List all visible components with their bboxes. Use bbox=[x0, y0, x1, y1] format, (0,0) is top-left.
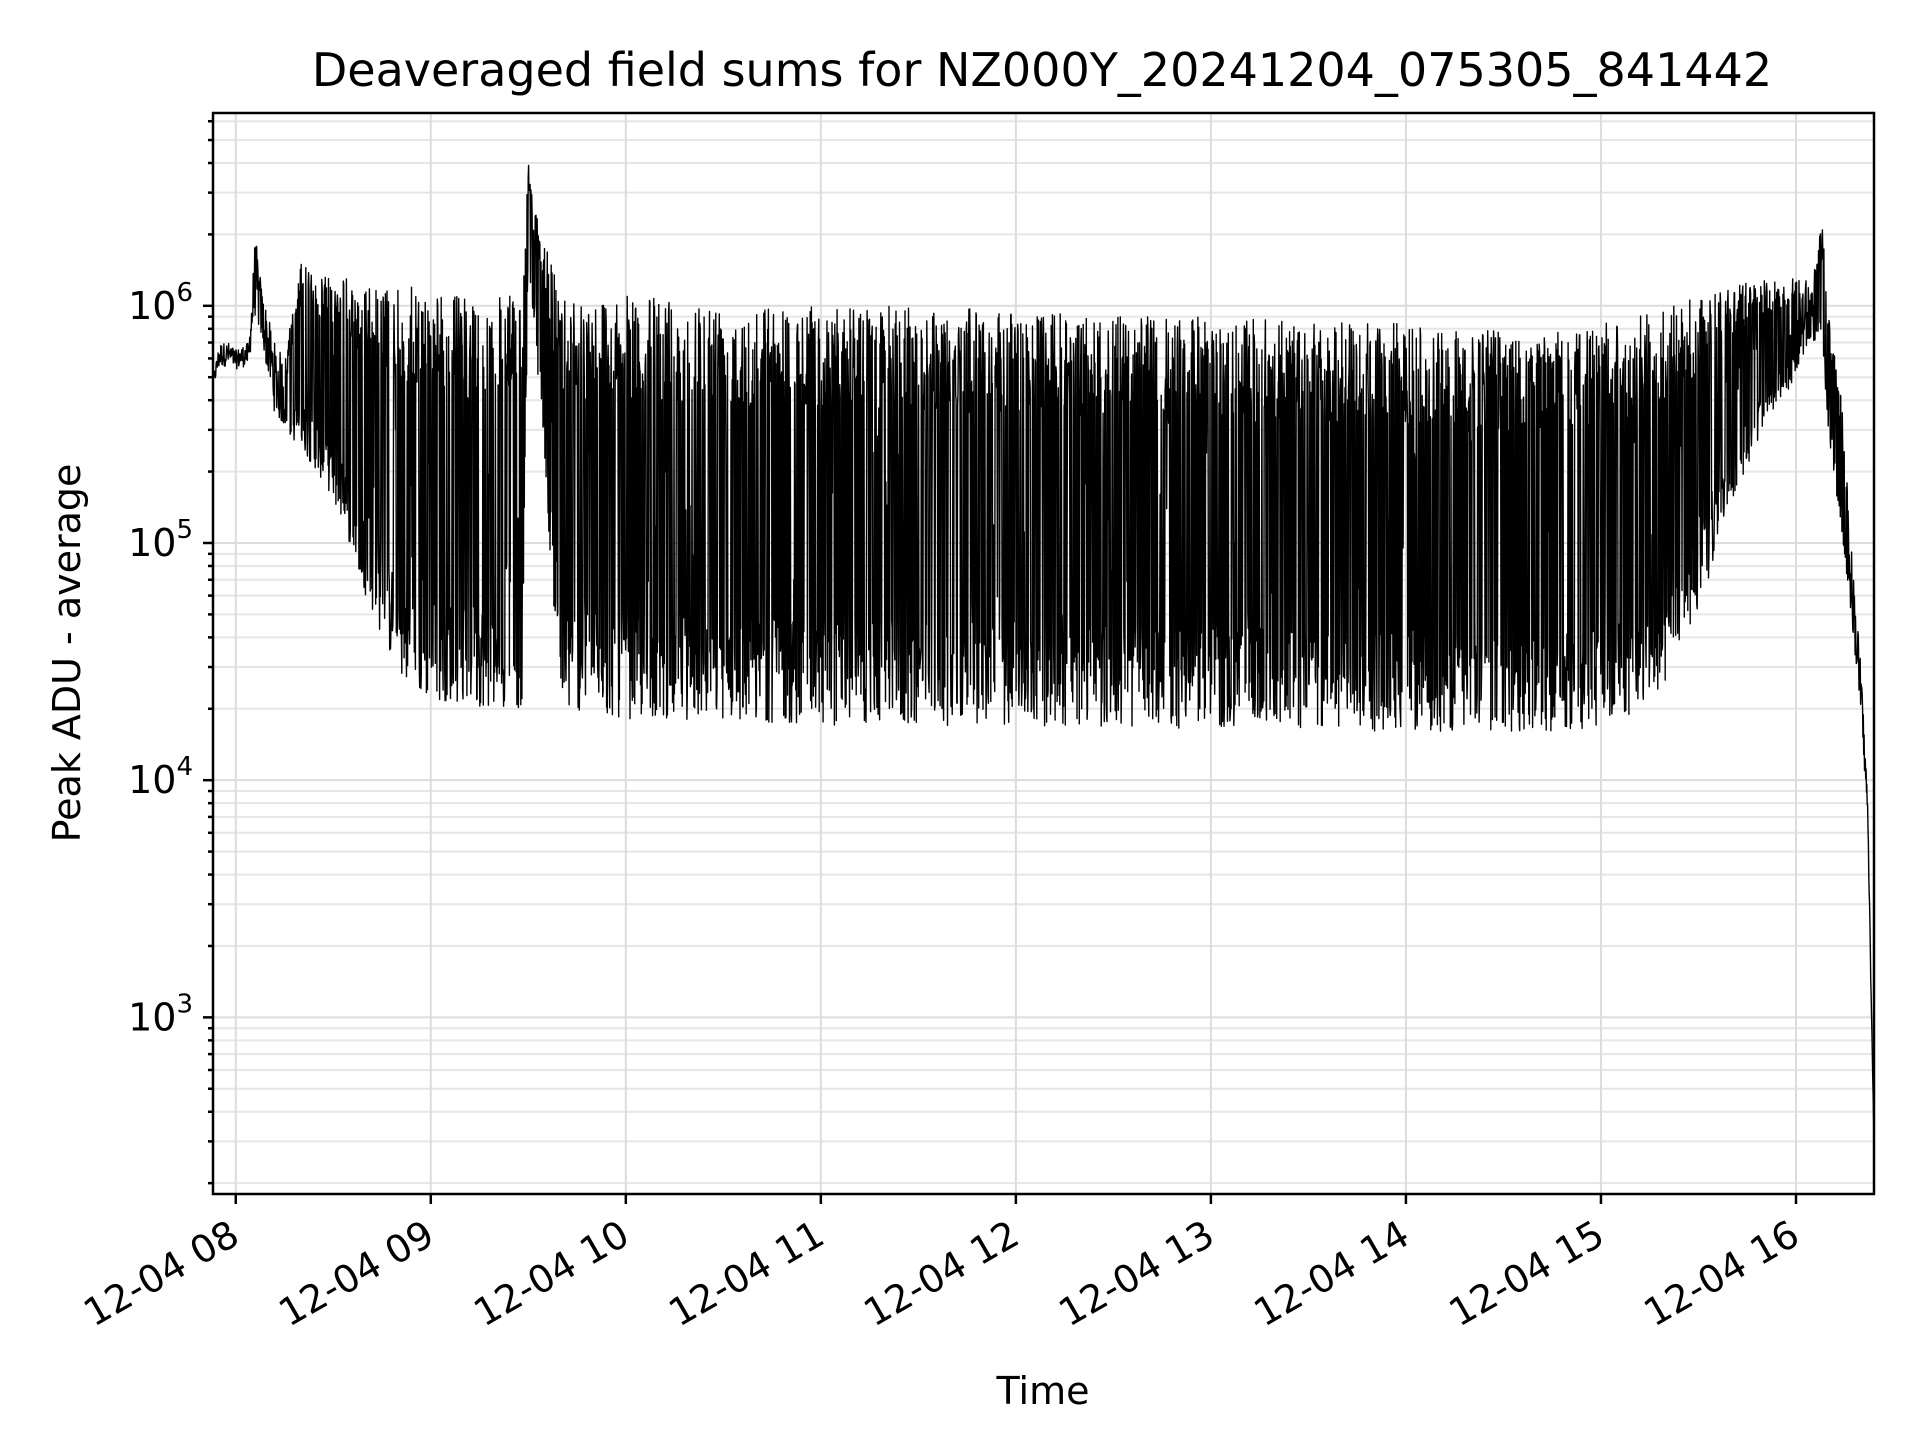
y-axis-label: Peak ADU - average bbox=[45, 464, 89, 843]
x-tick-label: 12-04 11 bbox=[661, 1212, 831, 1336]
series-layer bbox=[212, 164, 1875, 1135]
chart-title: Deaveraged field sums for NZ000Y_2024120… bbox=[312, 43, 1772, 97]
x-tick-label: 12-04 09 bbox=[271, 1212, 441, 1336]
plot-frame bbox=[211, 111, 1876, 1196]
y-tick-label: 104 bbox=[128, 752, 193, 802]
x-tick-label: 12-04 12 bbox=[856, 1212, 1026, 1336]
x-axis-label: Time bbox=[996, 1369, 1090, 1413]
x-tick-label: 12-04 15 bbox=[1441, 1212, 1611, 1336]
series-line bbox=[212, 164, 1875, 1135]
x-tick-label: 12-04 16 bbox=[1637, 1212, 1807, 1336]
x-tick-label: 12-04 13 bbox=[1051, 1212, 1221, 1336]
y-tick-label: 106 bbox=[128, 278, 193, 328]
y-tick-label: 105 bbox=[128, 515, 193, 565]
x-tick-label: 12-04 14 bbox=[1246, 1212, 1416, 1336]
x-tick-label: 12-04 08 bbox=[76, 1212, 246, 1336]
x-tick-label: 12-04 10 bbox=[466, 1212, 636, 1336]
y-tick-label: 103 bbox=[128, 989, 193, 1039]
